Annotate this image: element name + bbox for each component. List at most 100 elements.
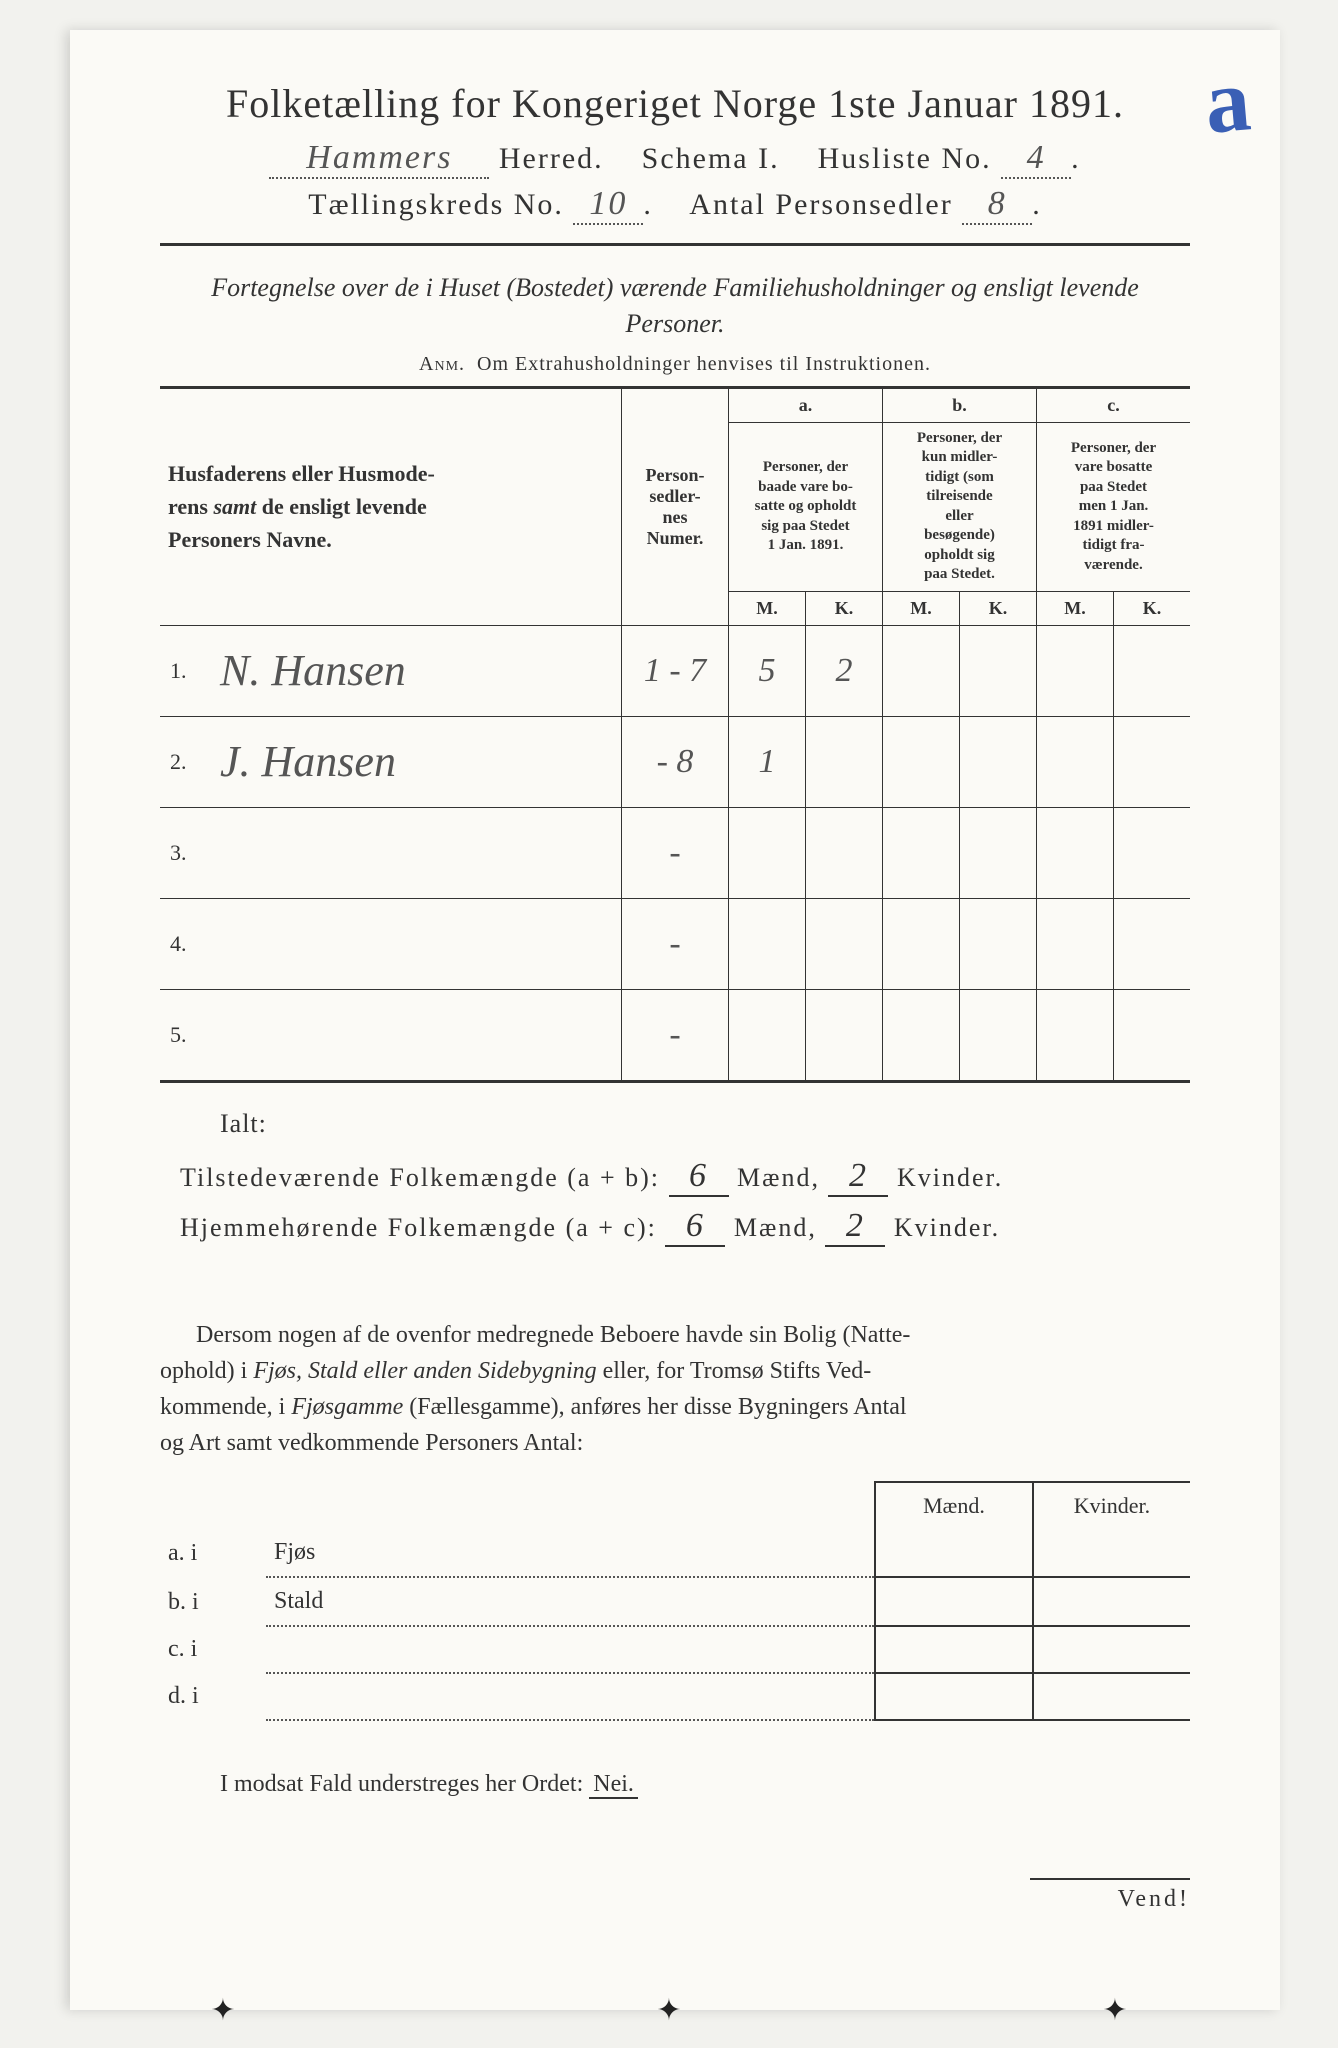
anm-note: Anm. Anm. Om Extrahusholdninger henvises… [160,353,1190,376]
row-a-m [729,807,806,898]
row-num: 1. [160,625,208,716]
row-a-k [806,989,883,1081]
row-num: 3. [160,807,208,898]
row-b-m [883,898,960,989]
row-a-m: 5 [729,625,806,716]
lower-row-k [1033,1626,1190,1673]
row-b-m [883,625,960,716]
row-b-k [960,625,1037,716]
lower-kvinder-head: Kvinder. [1033,1482,1190,1529]
col-a-k: K. [806,591,883,625]
row-b-k [960,898,1037,989]
row-b-m [883,716,960,807]
header-line-2: Hammers Herred. Schema I. Husliste No. 4… [160,139,1190,179]
row-c-m [1037,807,1114,898]
row-b-m [883,807,960,898]
row-name [208,807,622,898]
totals-2-label: Hjemmehørende Folkemængde (a + c): [180,1213,657,1242]
lower-row: b. iStald [160,1577,1190,1626]
row-a-k: 2 [806,625,883,716]
row-numer: - [622,898,729,989]
row-c-k [1114,989,1191,1081]
antal-value: 8 [962,185,1032,225]
row-a-m [729,898,806,989]
row-num: 4. [160,898,208,989]
table-row: 5. - [160,989,1190,1081]
row-numer: - [622,989,729,1081]
col-c-k: K. [1114,591,1191,625]
maend-label: Mænd, [737,1163,820,1192]
row-c-k [1114,898,1191,989]
row-c-k [1114,716,1191,807]
lower-row-m [875,1577,1033,1626]
maend-label-2: Mænd, [734,1213,817,1242]
nei-word: Nei. [589,1771,638,1799]
nei-line: I modsat Fald understreges her Ordet: Ne… [220,1771,1190,1798]
totals-2-k: 2 [825,1207,885,1247]
tick-marks: ✦✦✦ [0,1993,1338,2028]
row-name: N. Hansen [208,625,622,716]
col-b-k: K. [960,591,1037,625]
herred-label: Herred. [499,142,604,175]
header-line-3: Tællingskreds No. 10. Antal Personsedler… [160,185,1190,225]
row-c-k [1114,625,1191,716]
lower-row-label: b. i [160,1577,266,1626]
lower-row-m [875,1529,1033,1577]
row-a-k [806,716,883,807]
row-numer: 1 - 7 [622,625,729,716]
totals-2-m: 6 [665,1207,725,1247]
husliste-value: 4 [1001,139,1071,179]
col-b-m: M. [883,591,960,625]
kvinder-label: Kvinder. [897,1163,1003,1192]
col-names: Husfaderens eller Husmode-rens samt de e… [160,387,622,625]
row-numer: - [622,807,729,898]
totals-1-k: 2 [828,1157,888,1197]
row-c-m [1037,625,1114,716]
row-c-m [1037,716,1114,807]
row-b-k [960,989,1037,1081]
kreds-value: 10 [573,185,643,225]
kvinder-label-2: Kvinder. [894,1213,1000,1242]
lower-row-k [1033,1577,1190,1626]
row-c-m [1037,989,1114,1081]
col-numer: Person-sedler-nesNumer. [622,387,729,625]
col-b-label: b. [883,387,1037,422]
lower-row-k [1033,1529,1190,1577]
totals-line-2: Hjemmehørende Folkemængde (a + c): 6 Mæn… [180,1207,1190,1247]
ialt-label: Ialt: [220,1109,1190,1139]
table-row: 3. - [160,807,1190,898]
antal-label: Antal Personsedler [689,188,952,221]
totals-1-label: Tilstedeværende Folkemængde (a + b): [180,1163,660,1192]
table-row: 4. - [160,898,1190,989]
row-a-m [729,989,806,1081]
census-form-page: a Folketælling for Kongeriget Norge 1ste… [70,30,1280,2010]
col-a-label: a. [729,387,883,422]
lower-row-type: Fjøs [266,1529,875,1577]
corner-annotation: a [1201,48,1255,155]
row-a-m: 1 [729,716,806,807]
lower-row-label: c. i [160,1626,266,1673]
subtitle: Fortegnelse over de i Huset (Bostedet) v… [160,270,1190,343]
col-c-text: Personer, dervare bosattepaa Stedetmen 1… [1037,422,1191,591]
row-numer: - 8 [622,716,729,807]
totals-1-m: 6 [669,1157,729,1197]
col-c-label: c. [1037,387,1191,422]
row-c-m [1037,898,1114,989]
table-row: 2.J. Hansen- 81 [160,716,1190,807]
row-b-k [960,716,1037,807]
lower-row-type [266,1626,875,1673]
lower-row-m [875,1626,1033,1673]
lower-row: c. i [160,1626,1190,1673]
row-num: 5. [160,989,208,1081]
lower-maend-head: Mænd. [875,1482,1033,1529]
nei-text: I modsat Fald understreges her Ordet: [220,1771,583,1797]
row-b-k [960,807,1037,898]
main-title: Folketælling for Kongeriget Norge 1ste J… [160,80,1190,127]
vend-label: Vend! [1030,1878,1190,1913]
schema-label: Schema I. [642,142,780,175]
row-name [208,898,622,989]
divider [160,243,1190,246]
lower-row-type [266,1673,875,1720]
row-a-k [806,898,883,989]
table-row: 1.N. Hansen1 - 752 [160,625,1190,716]
